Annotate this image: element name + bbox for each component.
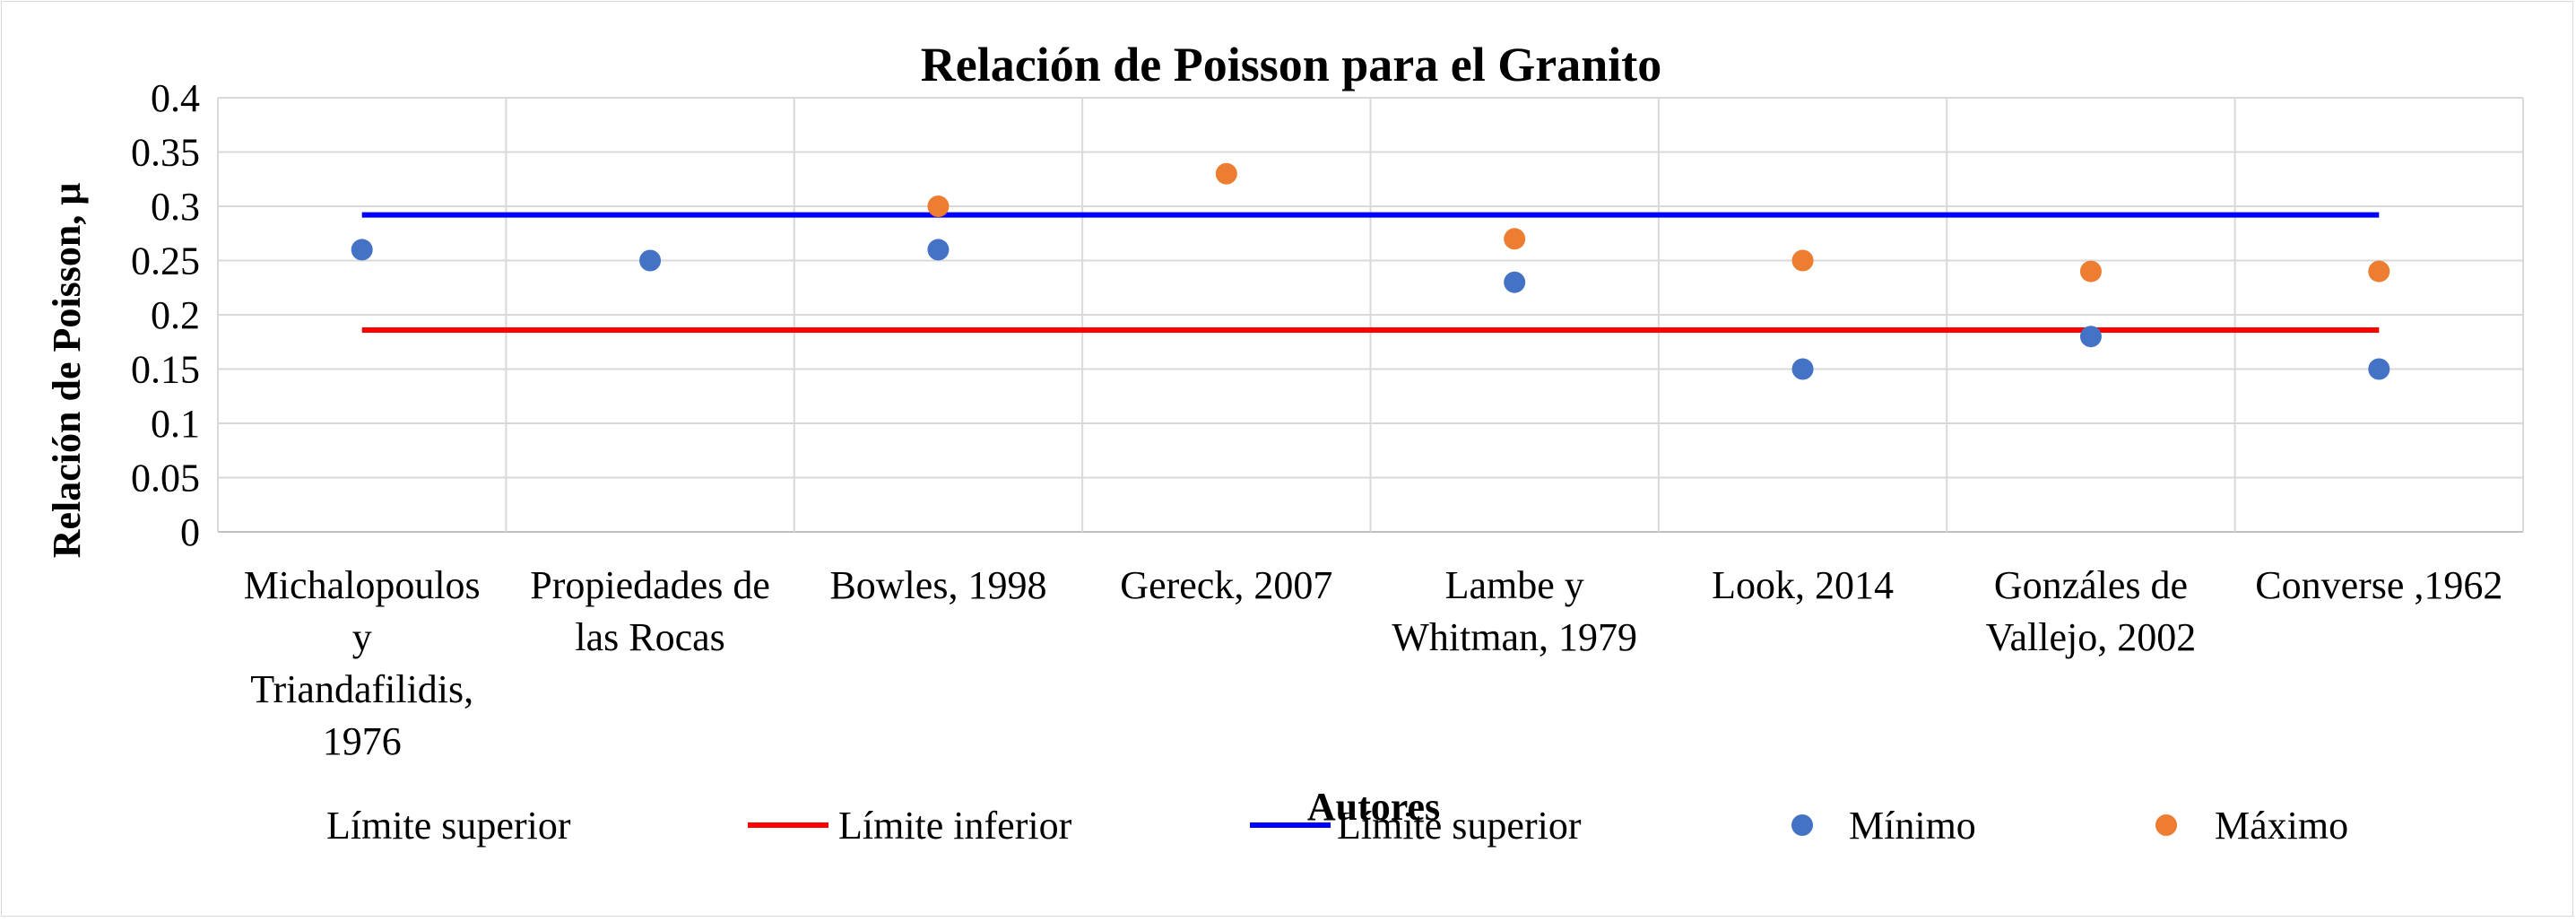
legend-marker: [2155, 814, 2177, 836]
y-tick-label: 0.2: [151, 293, 200, 337]
y-axis-ticks: 0 0.05 0.1 0.15 0.2 0.25 0.3 0.35 0.4: [131, 76, 200, 554]
x-category-label: Gonzáles de Vallejo, 2002: [1986, 563, 2197, 659]
legend-label: Mínimo: [1849, 804, 1976, 848]
scatter-point: [2079, 326, 2102, 348]
scatter-point: [1215, 162, 1237, 185]
x-axis-categories: Michalopoulos y Triandafilidis, 1976 Propied…: [244, 563, 2503, 763]
y-tick-label: 0: [180, 510, 200, 554]
scatter-point: [1791, 249, 1814, 272]
x-category-label: Look, 2014: [1712, 563, 1894, 607]
legend: Límite superior Límite inferior Límite sup…: [326, 804, 2348, 848]
legend-label: Límite superior: [1337, 804, 1582, 848]
x-category-label: Gereck, 2007: [1120, 563, 1332, 607]
x-axis-title: Autores: [1307, 785, 1440, 829]
y-tick-label: 0.4: [151, 76, 200, 120]
legend-label: Límite superior: [326, 804, 571, 848]
scatter-point: [1791, 358, 1814, 380]
scatter-point: [927, 196, 950, 217]
limit-lines: [361, 212, 2380, 333]
scatter-point: [1504, 228, 1526, 250]
y-tick-label: 0.35: [131, 131, 200, 175]
scatter-point: [2079, 260, 2102, 283]
data-points: [351, 162, 2390, 380]
chart-title: Relación de Poisson para el Granito: [921, 38, 1661, 91]
y-tick-label: 0.25: [131, 239, 200, 283]
y-tick-label: 0.1: [151, 402, 200, 446]
x-category-label: Lambe y Whitman, 1979: [1392, 563, 1637, 659]
legend-label: Máximo: [2215, 804, 2348, 848]
legend-marker: [1791, 814, 1813, 836]
scatter-point: [639, 249, 662, 272]
y-axis-title: Relación de Poisson, μ: [45, 183, 89, 559]
x-category-label: Bowles, 1998: [829, 563, 1046, 607]
x-category-label: Michalopoulos y Triandafilidis, 1976: [244, 563, 481, 763]
grid: [217, 97, 2524, 533]
x-category-label: Converse ,1962: [2255, 563, 2502, 607]
y-tick-label: 0.05: [131, 457, 200, 500]
y-tick-label: 0.3: [151, 185, 200, 229]
scatter-point: [2368, 358, 2390, 380]
scatter-point: [1504, 271, 1526, 293]
x-category-label: Propiedades de las Rocas: [530, 563, 770, 659]
legend-label: Límite inferior: [838, 804, 1072, 848]
y-tick-label: 0.15: [131, 348, 200, 392]
scatter-point: [927, 239, 950, 261]
scatter-point: [351, 239, 373, 261]
scatter-point: [2368, 260, 2390, 283]
